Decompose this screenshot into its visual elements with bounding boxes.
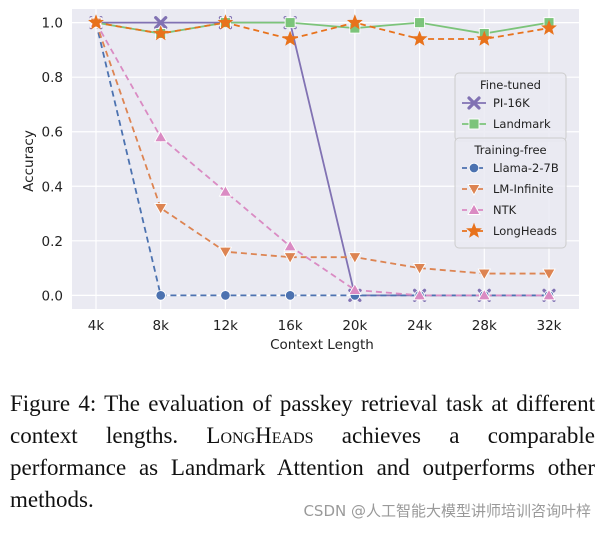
series-line-lm-infinite	[95, 22, 549, 275]
series-markers	[88, 14, 557, 302]
legend-title: Training-free	[473, 143, 546, 157]
point-ntk	[348, 283, 362, 295]
point-lm-infinite	[348, 252, 362, 265]
point-longheads	[541, 19, 557, 35]
point-landmark	[414, 17, 426, 29]
point-llama-2-7b	[155, 290, 166, 301]
y-tick-label: 0.6	[42, 125, 63, 141]
y-tick-label: 0.2	[42, 234, 63, 250]
legend-marker-lm-infinite	[467, 184, 481, 196]
x-tick-label: 12k	[213, 318, 238, 334]
point-longheads	[88, 14, 104, 30]
point-lm-infinite	[283, 252, 297, 265]
legend-label: Landmark	[493, 117, 551, 131]
series-line-landmark	[95, 21, 550, 35]
caption-text-1: Figure 4: The evaluation of passkey retr…	[10, 391, 595, 448]
legend-marker-ntk	[467, 203, 481, 215]
y-tick-labels: 0.0 0.2 0.4 0.6 0.8 1.0	[42, 16, 63, 305]
legend-marker-pi-16k	[467, 96, 481, 110]
point-lm-infinite	[477, 268, 492, 281]
watermark: CSDN @人工智能大模型讲师培训咨询叶梓	[303, 502, 591, 520]
legend-marker-landmark	[468, 118, 480, 130]
legend-label: LongHeads	[493, 224, 557, 238]
point-llama-2-7b	[284, 290, 296, 301]
x-tick-label: 28k	[472, 318, 497, 334]
point-longheads	[152, 25, 169, 41]
series-line-ntk	[95, 22, 549, 297]
x-axis-label: Context Length	[270, 337, 374, 353]
point-longheads	[282, 30, 299, 46]
y-tick-label: 0.8	[42, 70, 63, 86]
y-tick-label: 1.0	[42, 16, 63, 32]
point-longheads	[346, 14, 363, 30]
caption-text-2: achieves a comparable performance as Lan…	[10, 423, 595, 512]
x-tick-label: 4k	[88, 318, 105, 334]
series-line-longheads	[95, 21, 550, 40]
series-lines	[95, 21, 550, 297]
y-axis-label: Accuracy	[21, 130, 37, 192]
point-ntk	[218, 184, 233, 197]
caption-method-name: LongHeads	[206, 423, 314, 448]
x-tick-label: 32k	[537, 318, 562, 334]
x-tick-label: 8k	[153, 318, 170, 334]
legend: Fine-tuned PI-16K Landmark Training-free Lla…	[454, 72, 567, 249]
legend-label: LM-Infinite	[493, 182, 553, 196]
point-landmark	[284, 17, 296, 29]
legend-label: NTK	[493, 203, 517, 217]
y-tick-label: 0.4	[42, 179, 63, 195]
point-longheads	[411, 30, 428, 46]
point-ntk	[542, 288, 556, 301]
legend-marker-llama-2-7b	[468, 162, 480, 174]
point-ntk	[153, 130, 168, 143]
x-tick-label: 20k	[342, 318, 367, 334]
y-tick-label: 0.0	[42, 288, 63, 304]
legend-marker-longheads	[466, 222, 482, 238]
x-tick-labels: 4k 8k 12k 16k 20k 24k 28k 32k	[88, 318, 562, 334]
point-ntk	[283, 239, 297, 252]
point-longheads	[476, 30, 493, 46]
point-lm-infinite	[218, 246, 233, 259]
point-ntk	[477, 288, 492, 301]
legend-label: PI-16K	[493, 96, 530, 110]
point-ntk	[412, 288, 427, 301]
point-llama-2-7b	[220, 290, 231, 301]
legend-title: Fine-tuned	[480, 78, 541, 92]
legend-label: Llama-2-7B	[493, 161, 559, 175]
point-lm-infinite	[153, 203, 168, 215]
point-lm-infinite	[412, 263, 427, 275]
figure-caption: Figure 4: The evaluation of passkey retr…	[10, 388, 595, 516]
x-tick-label: 16k	[278, 318, 303, 334]
point-lm-infinite	[542, 268, 556, 281]
point-longheads	[217, 14, 234, 30]
series-line-llama-2-7b	[95, 22, 549, 297]
passkey-retrieval-chart: 0.0 0.2 0.4 0.6 0.8 1.0 4k 8k 12k 16k 20k 24k 28k 32…	[21, 9, 579, 353]
legend-box-training-free	[454, 137, 567, 249]
x-tick-label: 24k	[407, 318, 432, 334]
point-pi-16k	[154, 16, 168, 30]
